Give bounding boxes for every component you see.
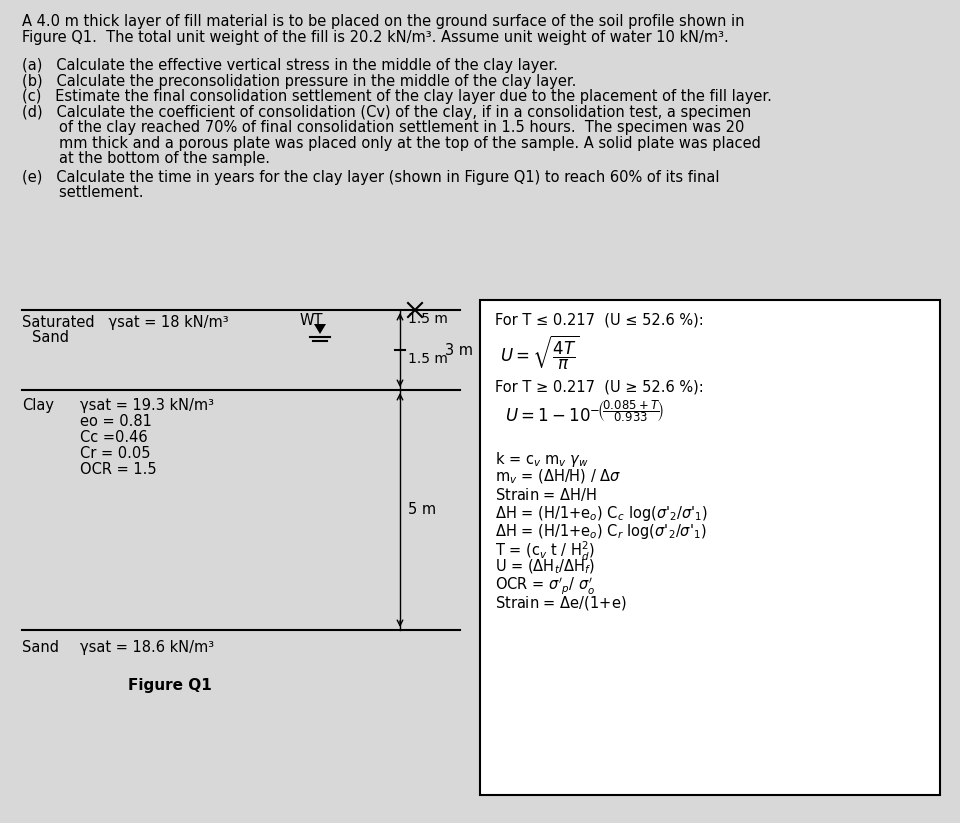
Text: Clay: Clay [22,398,54,413]
Text: A 4.0 m thick layer of fill material is to be placed on the ground surface of th: A 4.0 m thick layer of fill material is … [22,14,745,29]
Text: Saturated   γsat = 18 kN/m³: Saturated γsat = 18 kN/m³ [22,315,228,330]
Text: $\Delta$H = (H/1+e$_o$) C$_r$ log($\sigma$$'_2$/$\sigma$$'_1$): $\Delta$H = (H/1+e$_o$) C$_r$ log($\sigm… [495,522,707,541]
Bar [480,300,940,795]
Text: 1.5 m: 1.5 m [408,312,448,326]
Text: 5 m: 5 m [408,503,436,518]
Text: γsat = 18.6 kN/m³: γsat = 18.6 kN/m³ [80,640,214,655]
Text: Cr = 0.05: Cr = 0.05 [80,446,151,461]
Text: $\Delta$H = (H/1+e$_o$) C$_c$ log($\sigma$$'_2$/$\sigma$$'_1$): $\Delta$H = (H/1+e$_o$) C$_c$ log($\sigm… [495,504,708,523]
Text: Sand: Sand [32,330,69,345]
Text: γsat = 19.3 kN/m³: γsat = 19.3 kN/m³ [80,398,214,413]
Text: 3 m: 3 m [445,342,473,357]
Text: $U = 1 - 10^{-\!\left(\!\dfrac{0.085+T}{0.933}\!\right)}$: $U = 1 - 10^{-\!\left(\!\dfrac{0.085+T}{… [505,400,664,425]
Text: Figure Q1.  The total unit weight of the fill is 20.2 kN/m³. Assume unit weight : Figure Q1. The total unit weight of the … [22,30,729,45]
Text: eo = 0.81: eo = 0.81 [80,414,152,429]
Text: Strain = $\Delta$H/H: Strain = $\Delta$H/H [495,486,597,503]
Text: k = c$_v$ m$_v$ $\gamma_w$: k = c$_v$ m$_v$ $\gamma_w$ [495,450,589,469]
Text: (a)   Calculate the effective vertical stress in the middle of the clay layer.: (a) Calculate the effective vertical str… [22,58,558,73]
Text: at the bottom of the sample.: at the bottom of the sample. [22,151,270,166]
Text: $U = \sqrt{\dfrac{4T}{\pi}}$: $U = \sqrt{\dfrac{4T}{\pi}}$ [500,333,580,371]
Text: (b)   Calculate the preconsolidation pressure in the middle of the clay layer.: (b) Calculate the preconsolidation press… [22,73,576,89]
Text: For T ≥ 0.217  (U ≥ 52.6 %):: For T ≥ 0.217 (U ≥ 52.6 %): [495,379,704,394]
Text: Cc =0.46: Cc =0.46 [80,430,148,445]
Text: OCR = $\sigma'_p$/ $\sigma_o'$: OCR = $\sigma'_p$/ $\sigma_o'$ [495,576,595,597]
Text: WT: WT [300,313,324,328]
Text: Figure Q1: Figure Q1 [128,678,212,693]
Text: (e)   Calculate the time in years for the clay layer (shown in Figure Q1) to rea: (e) Calculate the time in years for the … [22,170,719,184]
Text: (d)   Calculate the coefficient of consolidation (Cv) of the clay, if in a conso: (d) Calculate the coefficient of consoli… [22,105,752,119]
Text: For T ≤ 0.217  (U ≤ 52.6 %):: For T ≤ 0.217 (U ≤ 52.6 %): [495,312,704,327]
Text: T = (c$_v$ t / H$^2_d$): T = (c$_v$ t / H$^2_d$) [495,540,595,563]
Text: settlement.: settlement. [22,185,143,200]
Text: OCR = 1.5: OCR = 1.5 [80,462,156,477]
Text: (c)   Estimate the final consolidation settlement of the clay layer due to the p: (c) Estimate the final consolidation set… [22,89,772,104]
Text: Strain = $\Delta$e/(1+e): Strain = $\Delta$e/(1+e) [495,594,627,612]
Text: Sand: Sand [22,640,59,655]
Text: U = ($\Delta$H$_t$/$\Delta$H$_f$): U = ($\Delta$H$_t$/$\Delta$H$_f$) [495,558,595,576]
Text: 1.5 m: 1.5 m [408,352,448,366]
Text: m$_v$ = ($\Delta$H/H) / $\Delta\sigma$: m$_v$ = ($\Delta$H/H) / $\Delta\sigma$ [495,468,621,486]
Text: mm thick and a porous plate was placed only at the top of the sample. A solid pl: mm thick and a porous plate was placed o… [22,136,761,151]
Text: of the clay reached 70% of final consolidation settlement in 1.5 hours.  The spe: of the clay reached 70% of final consoli… [22,120,744,135]
Polygon shape [314,324,326,334]
